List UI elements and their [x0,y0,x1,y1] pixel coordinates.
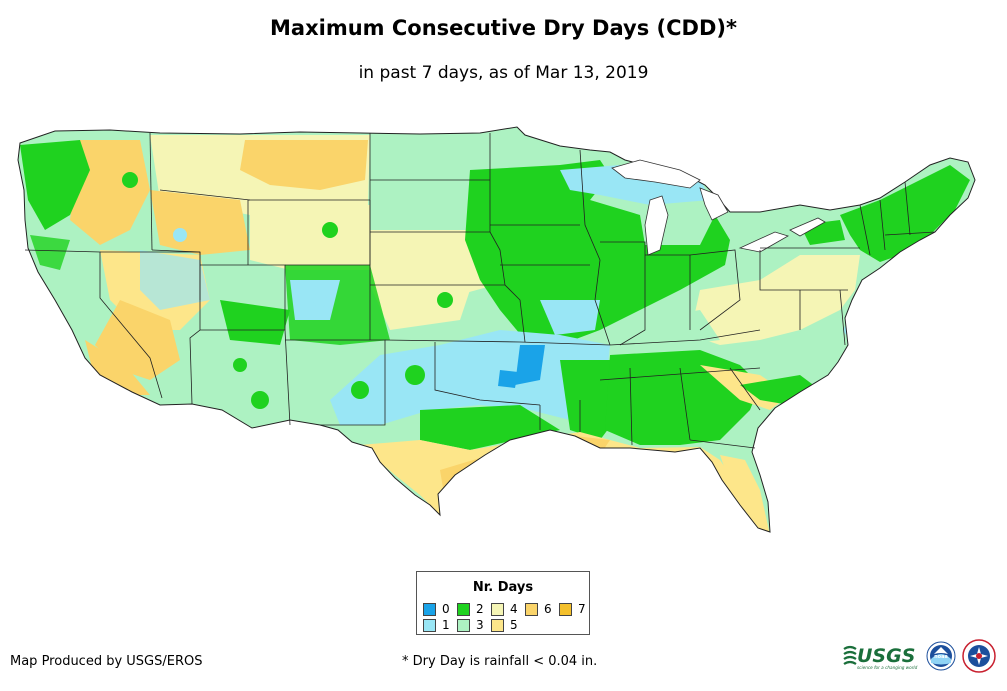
dry-days-fill-layer [18,127,975,532]
usgs-wave-icon [843,645,857,665]
legend-item-5: 5 [491,618,518,632]
map-subtitle: in past 7 days, as of Mar 13, 2019 [358,63,649,83]
usgs-logo: USGS science for a changing world [843,645,918,670]
legend-item-3: 3 [457,618,484,632]
legend-label-0: 0 [442,602,450,616]
usgs-wordmark: USGS [857,645,915,667]
legend-swatch-7 [559,602,572,616]
legend-label-7: 7 [578,602,586,616]
map-credit: Map Produced by USGS/EROS [10,654,203,669]
noaa-wordmark: noaa [934,654,948,660]
legend-swatch-1 [423,618,436,632]
legend-swatch-4 [491,602,504,616]
legend-label-4: 4 [510,602,518,616]
legend-item-4: 4 [491,602,518,616]
legend-swatch-0 [423,602,436,616]
legend-title: Nr. Days [472,580,534,595]
legend-swatch-3 [457,618,470,632]
legend-label-2: 2 [476,602,484,616]
legend: Nr. Days 0 1 2 3 4 5 6 7 [416,571,590,635]
dry-day-footnote: * Dry Day is rainfall < 0.04 in. [402,654,598,669]
legend-label-3: 3 [476,618,484,632]
noaa-logo: noaa [926,641,956,671]
state-boundaries [24,132,936,449]
legend-item-2: 2 [457,602,484,616]
legend-label-1: 1 [442,618,450,632]
legend-swatch-6 [525,602,538,616]
nws-logo [962,639,996,673]
legend-label-5: 5 [510,618,518,632]
legend-item-6: 6 [525,602,552,616]
legend-item-7: 7 [559,602,586,616]
legend-item-0: 0 [423,602,450,616]
map-title: Maximum Consecutive Dry Days (CDD)* [270,16,737,40]
legend-swatch-2 [457,602,470,616]
legend-item-1: 1 [423,618,450,632]
legend-swatch-5 [491,618,504,632]
legend-label-6: 6 [544,602,552,616]
usgs-tagline: science for a changing world [857,665,918,670]
